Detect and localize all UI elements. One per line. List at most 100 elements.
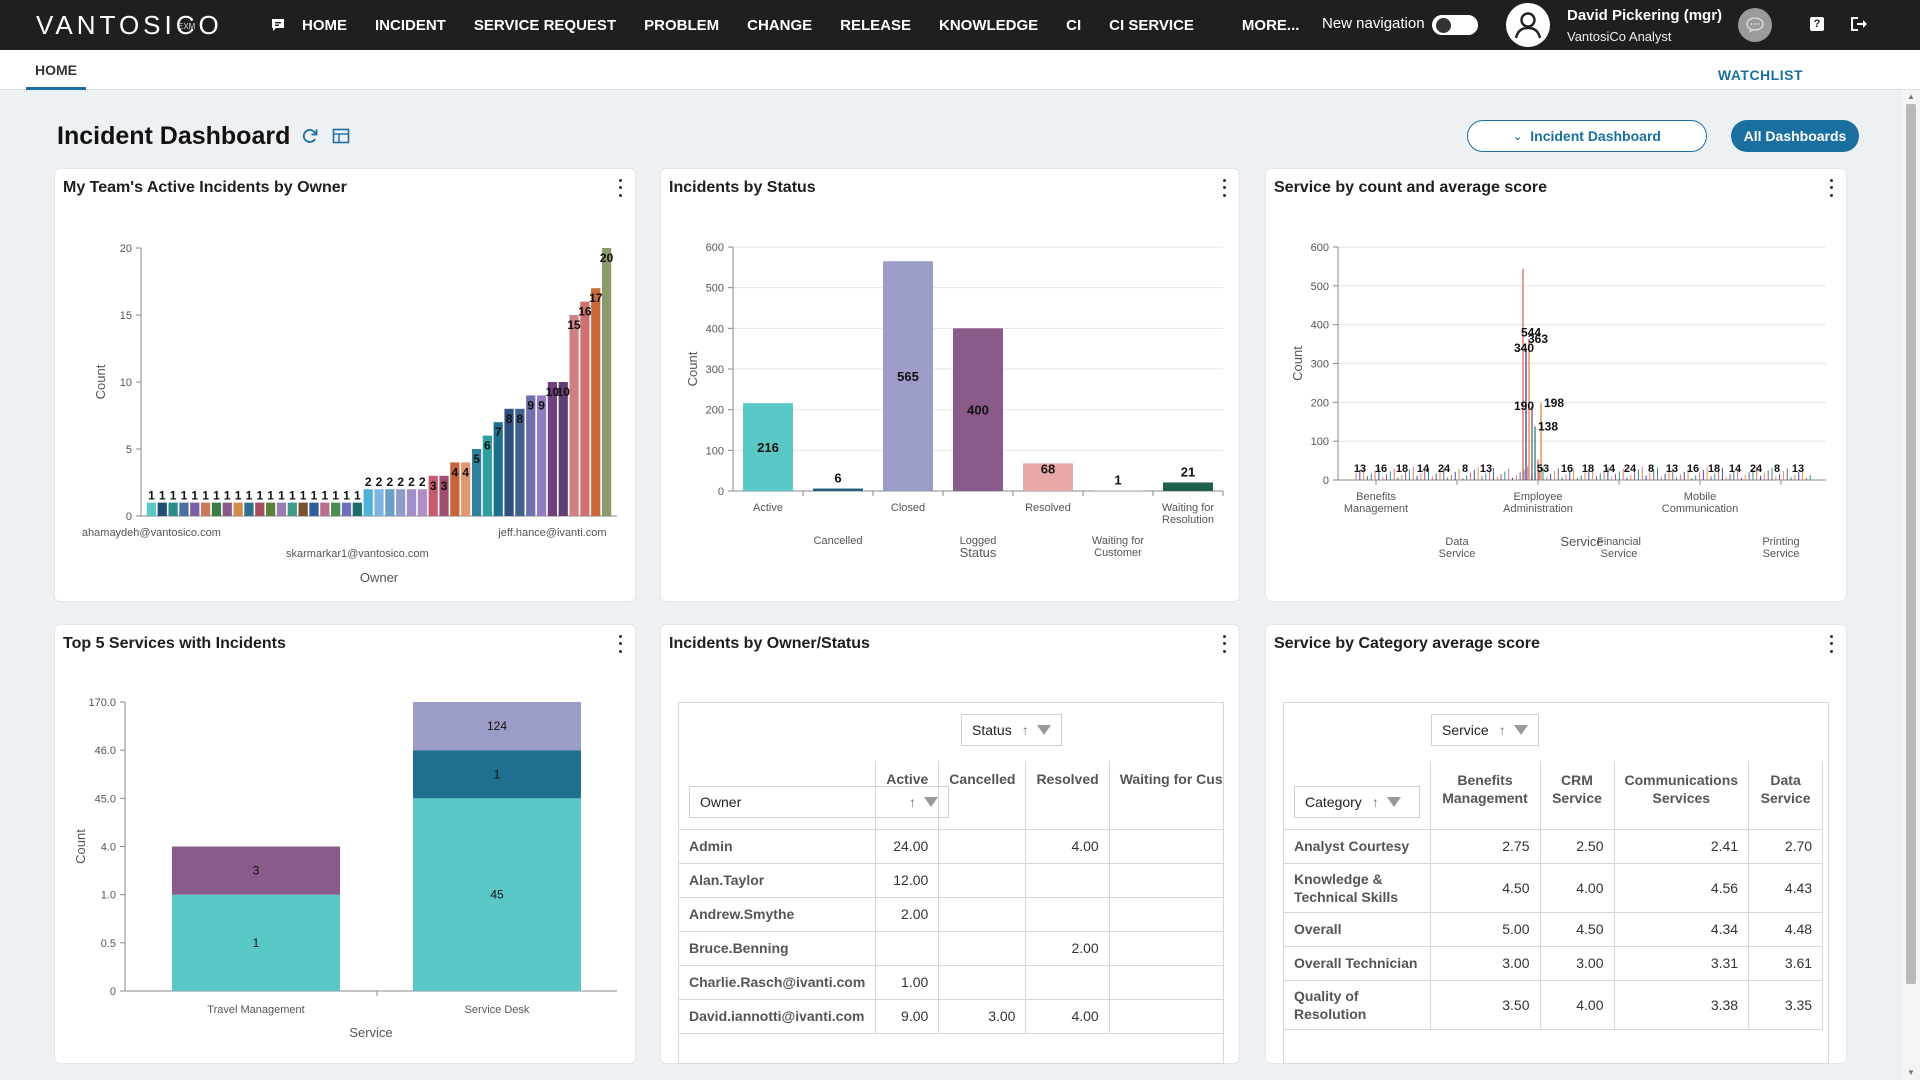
user-avatar-icon[interactable]: [1506, 3, 1550, 47]
column-header[interactable]: Cancelled: [938, 761, 1027, 830]
y-tick-label: 200: [706, 405, 724, 417]
y-axis-title: Count: [685, 351, 700, 386]
sort-up-icon[interactable]: ↑: [1021, 722, 1029, 738]
nav-ci[interactable]: CI: [1066, 16, 1082, 34]
dashboard-selector[interactable]: ⌄ Incident Dashboard: [1467, 120, 1707, 152]
table-cell: 3.38: [1614, 980, 1750, 1030]
y-tick-label: 170.0: [88, 697, 116, 709]
table-row[interactable]: Admin 24.00 4.00: [679, 829, 1223, 864]
column-header[interactable]: Communications Services: [1614, 761, 1750, 830]
nav-incident[interactable]: INCIDENT: [375, 16, 446, 34]
filter-icon[interactable]: [1513, 725, 1528, 735]
bar-value-label: 5: [473, 452, 480, 466]
service-field-chip[interactable]: Service ↑: [1431, 714, 1539, 746]
nav-ci-service[interactable]: CI SERVICE: [1109, 16, 1194, 34]
row-header[interactable]: Knowledge & Technical Skills: [1284, 863, 1431, 913]
layout-icon[interactable]: [332, 127, 350, 145]
new-navigation-label: New navigation: [1322, 15, 1425, 32]
new-navigation-toggle[interactable]: [1432, 15, 1478, 35]
table-row[interactable]: David.iannotti@ivanti.com 9.00 3.00 4.00: [679, 999, 1223, 1034]
bar: [352, 502, 362, 516]
row-header[interactable]: David.iannotti@ivanti.com: [679, 999, 877, 1034]
nav-knowledge[interactable]: KNOWLEDGE: [938, 16, 1039, 34]
nav-service-request[interactable]: SERVICE REQUEST: [473, 16, 617, 34]
bar: [569, 315, 579, 516]
nav-change[interactable]: CHANGE: [747, 16, 813, 34]
sort-up-icon[interactable]: ↑: [1498, 722, 1506, 738]
table-row[interactable]: Andrew.Smythe 2.00: [679, 897, 1223, 932]
table-cell: 4.50: [1540, 912, 1615, 947]
column-header[interactable]: Active: [875, 761, 940, 830]
page-scrollbar[interactable]: ▲ ▼: [1902, 90, 1920, 1080]
chevron-down-icon: ⌄: [1513, 130, 1523, 143]
help-icon[interactable]: ?: [1810, 17, 1824, 31]
row-header[interactable]: Overall Technician: [1284, 946, 1431, 981]
owner-status-rows: Admin 24.00 4.00 Alan.Taylor 12.00 Andrew.Smy…: [679, 829, 1223, 1034]
card-menu-icon[interactable]: [1217, 633, 1231, 655]
card-menu-icon[interactable]: [1217, 177, 1231, 199]
corner-cell: [679, 761, 877, 830]
row-header[interactable]: Overall: [1284, 912, 1431, 947]
scroll-down-icon[interactable]: ▼: [1907, 1068, 1915, 1077]
table-cell: 3.00: [938, 999, 1027, 1034]
card-menu-icon[interactable]: [1824, 177, 1838, 199]
all-dashboards-button[interactable]: All Dashboards: [1731, 120, 1859, 152]
row-header[interactable]: Quality of Resolution: [1284, 980, 1431, 1030]
row-header[interactable]: Bruce.Benning: [679, 931, 877, 966]
column-header[interactable]: Data Service: [1748, 761, 1824, 830]
row-header[interactable]: Charlie.Rasch@ivanti.com: [679, 965, 877, 1000]
table-row[interactable]: Analyst Courtesy 2.75 2.50 2.41 2.70: [1284, 829, 1824, 864]
brand-logo[interactable]: VANTOSICO: [36, 10, 223, 40]
bar-value-label: 400: [967, 403, 989, 418]
bar: [211, 502, 222, 516]
card-title: Incidents by Owner/Status: [669, 635, 870, 652]
table-cell: 5.00: [1430, 912, 1541, 947]
filter-icon[interactable]: [1036, 725, 1051, 735]
row-header[interactable]: Analyst Courtesy: [1284, 829, 1431, 864]
card-menu-icon[interactable]: [613, 177, 627, 199]
bar-value-label: 1: [235, 489, 242, 503]
table-cell: [938, 829, 1027, 864]
tab-home[interactable]: HOME: [26, 50, 86, 90]
table-row[interactable]: Knowledge & Technical Skills 4.50 4.00 4.56…: [1284, 863, 1824, 913]
nav-home[interactable]: HOME: [302, 16, 347, 34]
row-header[interactable]: Andrew.Smythe: [679, 897, 877, 932]
row-header[interactable]: Alan.Taylor: [679, 863, 877, 898]
column-header[interactable]: Waiting for Customer: [1109, 761, 1223, 830]
nav-release[interactable]: RELEASE: [840, 16, 911, 34]
table-cell: 2.50: [1540, 829, 1615, 864]
y-tick-label: 100: [706, 445, 724, 457]
column-header[interactable]: Benefits Management: [1430, 761, 1541, 830]
bar-value-label: 544: [1521, 326, 1541, 340]
x-tick-label: Financial: [1597, 536, 1641, 548]
table-row[interactable]: Charlie.Rasch@ivanti.com 1.00: [679, 965, 1223, 1000]
status-field-chip[interactable]: Status ↑: [961, 714, 1062, 746]
y-tick-label: 20: [120, 243, 132, 255]
messages-icon[interactable]: [270, 17, 286, 33]
table-cell: [938, 863, 1027, 898]
table-row[interactable]: Bruce.Benning 2.00: [679, 931, 1223, 966]
nav-more[interactable]: MORE...: [1241, 16, 1300, 34]
user-name[interactable]: David Pickering (mgr): [1567, 7, 1723, 24]
table-row[interactable]: Alan.Taylor 12.00: [679, 863, 1223, 898]
bar: [601, 248, 612, 516]
scroll-up-icon[interactable]: ▲: [1907, 92, 1915, 101]
brand-sub: EXM: [178, 22, 196, 31]
bar: [146, 502, 157, 516]
card-menu-icon[interactable]: [1824, 633, 1838, 655]
watchlist-link[interactable]: WATCHLIST: [1717, 67, 1803, 83]
row-header[interactable]: Admin: [679, 829, 877, 864]
logout-icon[interactable]: [1849, 15, 1869, 35]
column-header[interactable]: CRM Service: [1540, 761, 1615, 830]
chat-icon[interactable]: [1738, 8, 1772, 42]
refresh-icon[interactable]: [300, 126, 320, 146]
table-row[interactable]: Quality of Resolution 3.50 4.00 3.38 3.35: [1284, 980, 1824, 1030]
nav-problem[interactable]: PROBLEM: [644, 16, 720, 34]
card-menu-icon[interactable]: [613, 633, 627, 655]
scrollbar-thumb[interactable]: [1906, 104, 1916, 984]
table-row[interactable]: Overall Technician 3.00 3.00 3.31 3.61: [1284, 946, 1824, 981]
table-row[interactable]: Overall 5.00 4.50 4.34 4.48: [1284, 912, 1824, 947]
status-chip-label: Status: [972, 722, 1012, 738]
column-header[interactable]: Resolved: [1025, 761, 1110, 830]
